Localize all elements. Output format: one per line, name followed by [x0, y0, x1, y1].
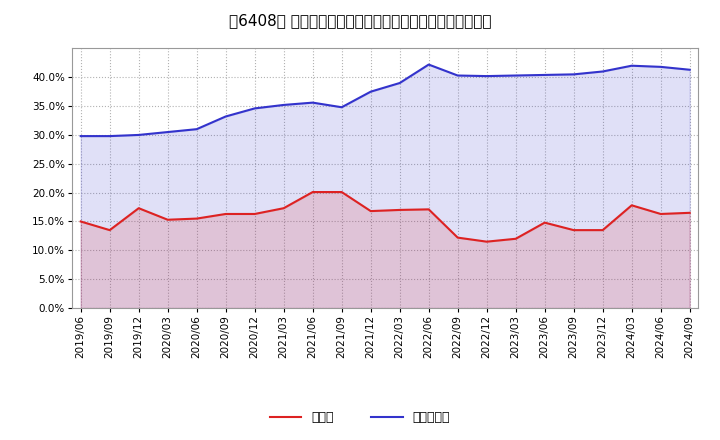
有利子負債: [135, 132, 143, 138]
有利子負債: [366, 89, 375, 94]
現頒金: [424, 207, 433, 212]
現頒金: [76, 219, 85, 224]
有利子負債: [105, 133, 114, 139]
現頒金: [251, 211, 259, 216]
現頒金: [598, 227, 607, 233]
有利子負債: [308, 100, 317, 105]
現頒金: [279, 205, 288, 211]
有利子負債: [192, 127, 201, 132]
有利子負債: [338, 105, 346, 110]
有利子負債: [657, 64, 665, 70]
有利子負債: [279, 102, 288, 107]
現頒金: [511, 236, 520, 242]
現頒金: [454, 235, 462, 240]
有利子負債: [598, 69, 607, 74]
現頒金: [482, 239, 491, 244]
有利子負債: [221, 114, 230, 119]
現頒金: [685, 210, 694, 216]
現頒金: [163, 217, 172, 222]
有利子負債: [163, 129, 172, 135]
有利子負債: [454, 73, 462, 78]
有利子負債: [685, 67, 694, 73]
有利子負債: [511, 73, 520, 78]
有利子負債: [76, 133, 85, 139]
Text: ［6408］ 現頒金、有利子負債の総資産に対する比率の推移: ［6408］ 現頒金、有利子負債の総資産に対する比率の推移: [229, 13, 491, 28]
現頒金: [192, 216, 201, 221]
Line: 現頒金: 現頒金: [81, 192, 690, 242]
現頒金: [105, 227, 114, 233]
有利子負債: [570, 72, 578, 77]
現頒金: [308, 189, 317, 194]
Legend: 現頒金, 有利子負債: 現頒金, 有利子負債: [265, 407, 455, 429]
有利子負債: [541, 72, 549, 77]
有利子負債: [627, 63, 636, 68]
現頒金: [395, 207, 404, 213]
現頒金: [366, 209, 375, 214]
現頒金: [338, 189, 346, 194]
現頒金: [627, 203, 636, 208]
有利子負債: [424, 62, 433, 67]
現頒金: [221, 211, 230, 216]
現頒金: [135, 205, 143, 211]
有利子負債: [251, 106, 259, 111]
現頒金: [541, 220, 549, 225]
現頒金: [570, 227, 578, 233]
Line: 有利子負債: 有利子負債: [81, 65, 690, 136]
現頒金: [657, 211, 665, 216]
有利子負債: [395, 81, 404, 86]
有利子負債: [482, 73, 491, 79]
